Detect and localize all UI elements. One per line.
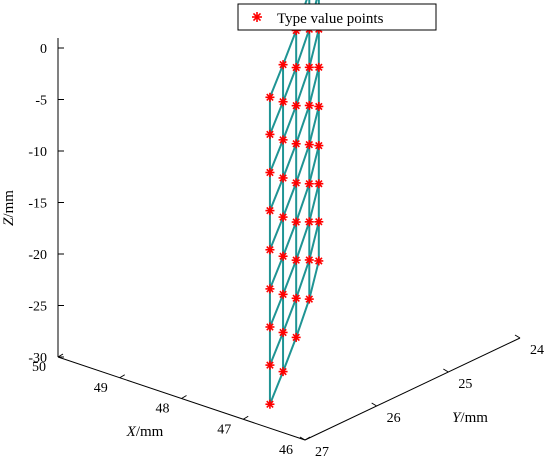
y-tick-mark — [443, 368, 449, 373]
type-value-point — [265, 167, 275, 177]
z-tick-label: -15 — [28, 197, 47, 212]
x-tick-label: 48 — [156, 402, 170, 417]
type-value-point — [314, 256, 324, 266]
y-axis-label-letter: Y — [452, 410, 462, 426]
type-value-point — [265, 245, 275, 255]
z-tick-label: -25 — [28, 300, 47, 315]
type-value-point — [304, 255, 314, 265]
legend-asterisk — [252, 12, 262, 22]
x-tick-mark — [119, 374, 126, 379]
x-tick-label: 49 — [94, 381, 108, 396]
type-value-point — [265, 322, 275, 332]
type-value-point — [265, 206, 275, 216]
type-value-point — [278, 173, 288, 183]
y-axis-line — [304, 337, 521, 441]
type-value-point — [278, 97, 288, 107]
type-value-point — [314, 217, 324, 227]
mesh — [268, 0, 320, 405]
type-value-point — [265, 92, 275, 102]
x-tick-label: 47 — [217, 422, 231, 437]
y-tick-label: 26 — [387, 411, 401, 426]
y-tick-mark — [299, 436, 306, 441]
type-value-point — [291, 217, 301, 227]
type-value-point — [265, 399, 275, 409]
x-axis-label: X/mm — [126, 424, 164, 440]
x-tick-mark — [57, 353, 64, 358]
y-axis-label-unit: /mm — [460, 410, 488, 426]
type-value-point — [265, 129, 275, 139]
type-value-point — [304, 100, 314, 110]
type-value-point — [291, 63, 301, 73]
z-tick-label: 0 — [40, 42, 47, 57]
mesh-row-line — [269, 260, 320, 405]
type-value-point — [278, 251, 288, 261]
legend: Type value points — [237, 3, 437, 31]
type-value-point — [278, 60, 288, 70]
x-tick-mark — [304, 436, 311, 441]
type-value-point — [304, 179, 314, 189]
z-axis-label: Z/mm — [1, 190, 17, 226]
type-value-point — [291, 332, 301, 342]
x-axis-label-letter: X — [126, 424, 137, 440]
legend-label: Type value points — [277, 11, 384, 27]
z-tick-label: -30 — [28, 351, 47, 366]
z-ticks: 0 -5 -10 -15 -20 -25 -30 — [28, 42, 64, 366]
type-value-point — [278, 135, 288, 145]
y-tick-label: 24 — [530, 343, 544, 358]
y-ticks: 24 25 26 27 — [299, 334, 544, 456]
type-value-point — [304, 294, 314, 304]
type-value-point — [291, 255, 301, 265]
y-axis-label: Y/mm — [452, 410, 488, 426]
type-value-point — [314, 101, 324, 111]
x-tick-mark — [181, 395, 187, 399]
type-value-point — [304, 217, 314, 227]
y-tick-label: 27 — [315, 445, 329, 456]
z-tick-label: -10 — [28, 145, 47, 160]
x-ticks: 50 49 48 47 46 — [32, 353, 311, 456]
x-tick-label: 46 — [279, 443, 293, 456]
type-value-point — [304, 140, 314, 150]
type-value-point — [291, 139, 301, 149]
type-value-point — [278, 367, 288, 377]
z-axis-label-unit: /mm — [1, 190, 17, 218]
type-value-point — [278, 289, 288, 299]
type-value-point — [314, 62, 324, 72]
y-tick-mark — [371, 402, 377, 407]
type-value-point — [314, 179, 324, 189]
type-value-point — [278, 212, 288, 222]
x-axis-label-unit: /mm — [136, 424, 164, 440]
x-tick-mark — [242, 415, 249, 420]
type-value-point — [314, 141, 324, 151]
legend-box — [237, 3, 437, 31]
y-tick-mark — [514, 334, 521, 339]
type-value-points — [265, 24, 324, 409]
type-value-point — [304, 62, 314, 72]
z-tick-label: -20 — [28, 248, 47, 263]
type-value-point — [291, 178, 301, 188]
legend-marker-asterisk-icon — [252, 12, 262, 22]
z-axis-label-letter: Z — [1, 217, 17, 226]
type-value-point — [265, 360, 275, 370]
y-tick-label: 25 — [458, 377, 472, 392]
x-tick-label: 50 — [32, 360, 46, 375]
z-tick-label: -5 — [35, 94, 47, 109]
type-value-point — [291, 293, 301, 303]
type-value-point — [265, 284, 275, 294]
type-value-point — [291, 101, 301, 111]
type-value-point — [278, 327, 288, 337]
